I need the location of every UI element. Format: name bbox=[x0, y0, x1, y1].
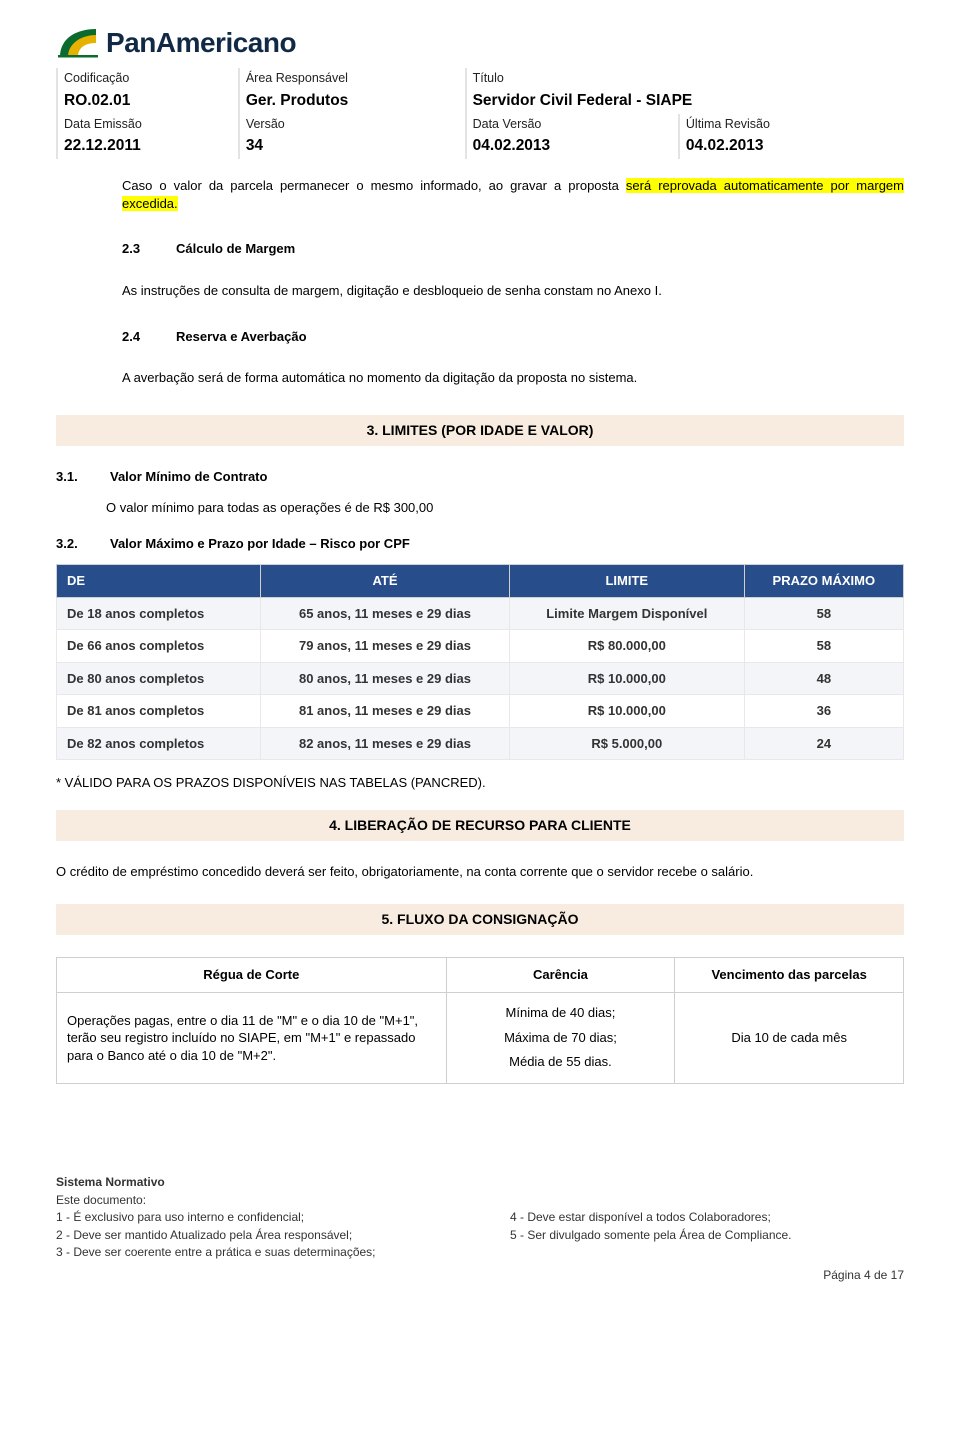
limits-header-de: DE bbox=[57, 565, 261, 598]
section-bar-3: 3. LIMITES (POR IDADE E VALOR) bbox=[56, 415, 904, 446]
limits-row: De 81 anos completos81 anos, 11 meses e … bbox=[57, 695, 904, 728]
meta-label-versao: Versão bbox=[239, 114, 466, 135]
meta-value-ultima: 04.02.2013 bbox=[679, 134, 904, 159]
limits-cell-prazo: 58 bbox=[744, 630, 903, 663]
fluxo-cell-venc: Dia 10 de cada mês bbox=[675, 992, 904, 1083]
limits-row: De 82 anos completos82 anos, 11 meses e … bbox=[57, 727, 904, 760]
logo-text: PanAmericano bbox=[106, 24, 296, 62]
limits-cell-ate: 80 anos, 11 meses e 29 dias bbox=[261, 662, 510, 695]
limits-cell-prazo: 48 bbox=[744, 662, 903, 695]
meta-value-cod: RO.02.01 bbox=[57, 89, 239, 114]
limits-row: De 66 anos completos79 anos, 11 meses e … bbox=[57, 630, 904, 663]
footer-title: Sistema Normativo bbox=[56, 1174, 904, 1190]
heading-2-4-num: 2.4 bbox=[122, 328, 158, 346]
section-bar-4: 4. LIBERAÇÃO DE RECURSO PARA CLIENTE bbox=[56, 810, 904, 841]
heading-3-1: 3.1. Valor Mínimo de Contrato bbox=[56, 468, 904, 486]
limits-row: De 18 anos completos65 anos, 11 meses e … bbox=[57, 597, 904, 630]
limits-cell-limite: R$ 10.000,00 bbox=[509, 662, 744, 695]
fluxo-carencia-l1: Mínima de 40 dias; bbox=[457, 1001, 665, 1026]
limits-table: DE ATÉ LIMITE PRAZO MÁXIMO De 18 anos co… bbox=[56, 564, 904, 760]
fluxo-header-regua: Régua de Corte bbox=[57, 958, 447, 993]
meta-label-ultima: Última Revisão bbox=[679, 114, 904, 135]
limits-cell-ate: 82 anos, 11 meses e 29 dias bbox=[261, 727, 510, 760]
meta-value-versao: 34 bbox=[239, 134, 466, 159]
limits-cell-ate: 81 anos, 11 meses e 29 dias bbox=[261, 695, 510, 728]
meta-value-emissao: 22.12.2011 bbox=[57, 134, 239, 159]
meta-label-area: Área Responsável bbox=[239, 68, 466, 89]
limits-header-row: DE ATÉ LIMITE PRAZO MÁXIMO bbox=[57, 565, 904, 598]
body-3-1: O valor mínimo para todas as operações é… bbox=[106, 499, 904, 517]
heading-3-1-num: 3.1. bbox=[56, 468, 92, 486]
limits-cell-limite: R$ 10.000,00 bbox=[509, 695, 744, 728]
fluxo-cell-carencia: Mínima de 40 dias; Máxima de 70 dias; Mé… bbox=[446, 992, 675, 1083]
document-meta-table: Codificação Área Responsável Título RO.0… bbox=[56, 68, 904, 160]
section-bar-5: 5. FLUXO DA CONSIGNAÇÃO bbox=[56, 904, 904, 935]
footer: Sistema Normativo Este documento: 1 - É … bbox=[56, 1174, 904, 1283]
fluxo-carencia-l3: Média de 55 dias. bbox=[457, 1050, 665, 1075]
limits-cell-de: De 66 anos completos bbox=[57, 630, 261, 663]
limits-cell-prazo: 36 bbox=[744, 695, 903, 728]
page-number: Página 4 de 17 bbox=[56, 1267, 904, 1283]
heading-2-4-title: Reserva e Averbação bbox=[176, 328, 307, 346]
limits-cell-prazo: 24 bbox=[744, 727, 903, 760]
footer-right-1: 4 - Deve estar disponível a todos Colabo… bbox=[510, 1209, 904, 1225]
limits-cell-prazo: 58 bbox=[744, 597, 903, 630]
limits-cell-de: De 81 anos completos bbox=[57, 695, 261, 728]
limits-header-prazo: PRAZO MÁXIMO bbox=[744, 565, 903, 598]
note-pancred: * VÁLIDO PARA OS PRAZOS DISPONÍVEIS NAS … bbox=[56, 774, 904, 792]
body-2-3: As instruções de consulta de margem, dig… bbox=[122, 282, 904, 300]
footer-left-2: 2 - Deve ser mantido Atualizado pela Áre… bbox=[56, 1227, 450, 1243]
fluxo-header-carencia: Carência bbox=[446, 958, 675, 993]
limits-cell-de: De 80 anos completos bbox=[57, 662, 261, 695]
footer-col-left: 1 - É exclusivo para uso interno e confi… bbox=[56, 1208, 450, 1261]
intro-paragraph: Caso o valor da parcela permanecer o mes… bbox=[122, 177, 904, 212]
meta-label-dataversao: Data Versão bbox=[466, 114, 679, 135]
limits-row: De 80 anos completos80 anos, 11 meses e … bbox=[57, 662, 904, 695]
heading-3-2-title: Valor Máximo e Prazo por Idade – Risco p… bbox=[110, 535, 410, 553]
footer-sub: Este documento: bbox=[56, 1192, 904, 1208]
heading-3-2: 3.2. Valor Máximo e Prazo por Idade – Ri… bbox=[56, 535, 904, 553]
limits-cell-limite: R$ 80.000,00 bbox=[509, 630, 744, 663]
limits-cell-de: De 82 anos completos bbox=[57, 727, 261, 760]
heading-2-3-title: Cálculo de Margem bbox=[176, 240, 295, 258]
limits-cell-limite: Limite Margem Disponível bbox=[509, 597, 744, 630]
body-4: O crédito de empréstimo concedido deverá… bbox=[56, 863, 904, 881]
footer-col-right: 4 - Deve estar disponível a todos Colabo… bbox=[510, 1208, 904, 1261]
logo: PanAmericano bbox=[56, 24, 904, 62]
meta-label-emissao: Data Emissão bbox=[57, 114, 239, 135]
limits-header-limite: LIMITE bbox=[509, 565, 744, 598]
intro-pre: Caso o valor da parcela permanecer o mes… bbox=[122, 178, 626, 193]
body-2-4: A averbação será de forma automática no … bbox=[122, 369, 904, 387]
heading-3-2-num: 3.2. bbox=[56, 535, 92, 553]
fluxo-cell-regua: Operações pagas, entre o dia 11 de "M" e… bbox=[57, 992, 447, 1083]
meta-label-cod: Codificação bbox=[57, 68, 239, 89]
limits-cell-de: De 18 anos completos bbox=[57, 597, 261, 630]
heading-2-3: 2.3 Cálculo de Margem bbox=[122, 240, 904, 258]
footer-right-2: 5 - Ser divulgado somente pela Área de C… bbox=[510, 1227, 904, 1243]
limits-cell-ate: 65 anos, 11 meses e 29 dias bbox=[261, 597, 510, 630]
limits-cell-limite: R$ 5.000,00 bbox=[509, 727, 744, 760]
heading-3-1-title: Valor Mínimo de Contrato bbox=[110, 468, 267, 486]
heading-2-3-num: 2.3 bbox=[122, 240, 158, 258]
meta-value-area: Ger. Produtos bbox=[239, 89, 466, 114]
footer-left-3: 3 - Deve ser coerente entre a prática e … bbox=[56, 1244, 450, 1260]
fluxo-carencia-l2: Máxima de 70 dias; bbox=[457, 1026, 665, 1051]
fluxo-header-venc: Vencimento das parcelas bbox=[675, 958, 904, 993]
panamericano-logo-icon bbox=[56, 27, 100, 59]
footer-left-1: 1 - É exclusivo para uso interno e confi… bbox=[56, 1209, 450, 1225]
meta-label-titulo: Título bbox=[466, 68, 904, 89]
fluxo-table: Régua de Corte Carência Vencimento das p… bbox=[56, 957, 904, 1084]
heading-2-4: 2.4 Reserva e Averbação bbox=[122, 328, 904, 346]
meta-value-dataversao: 04.02.2013 bbox=[466, 134, 679, 159]
meta-value-titulo: Servidor Civil Federal - SIAPE bbox=[466, 89, 904, 114]
limits-header-ate: ATÉ bbox=[261, 565, 510, 598]
limits-cell-ate: 79 anos, 11 meses e 29 dias bbox=[261, 630, 510, 663]
